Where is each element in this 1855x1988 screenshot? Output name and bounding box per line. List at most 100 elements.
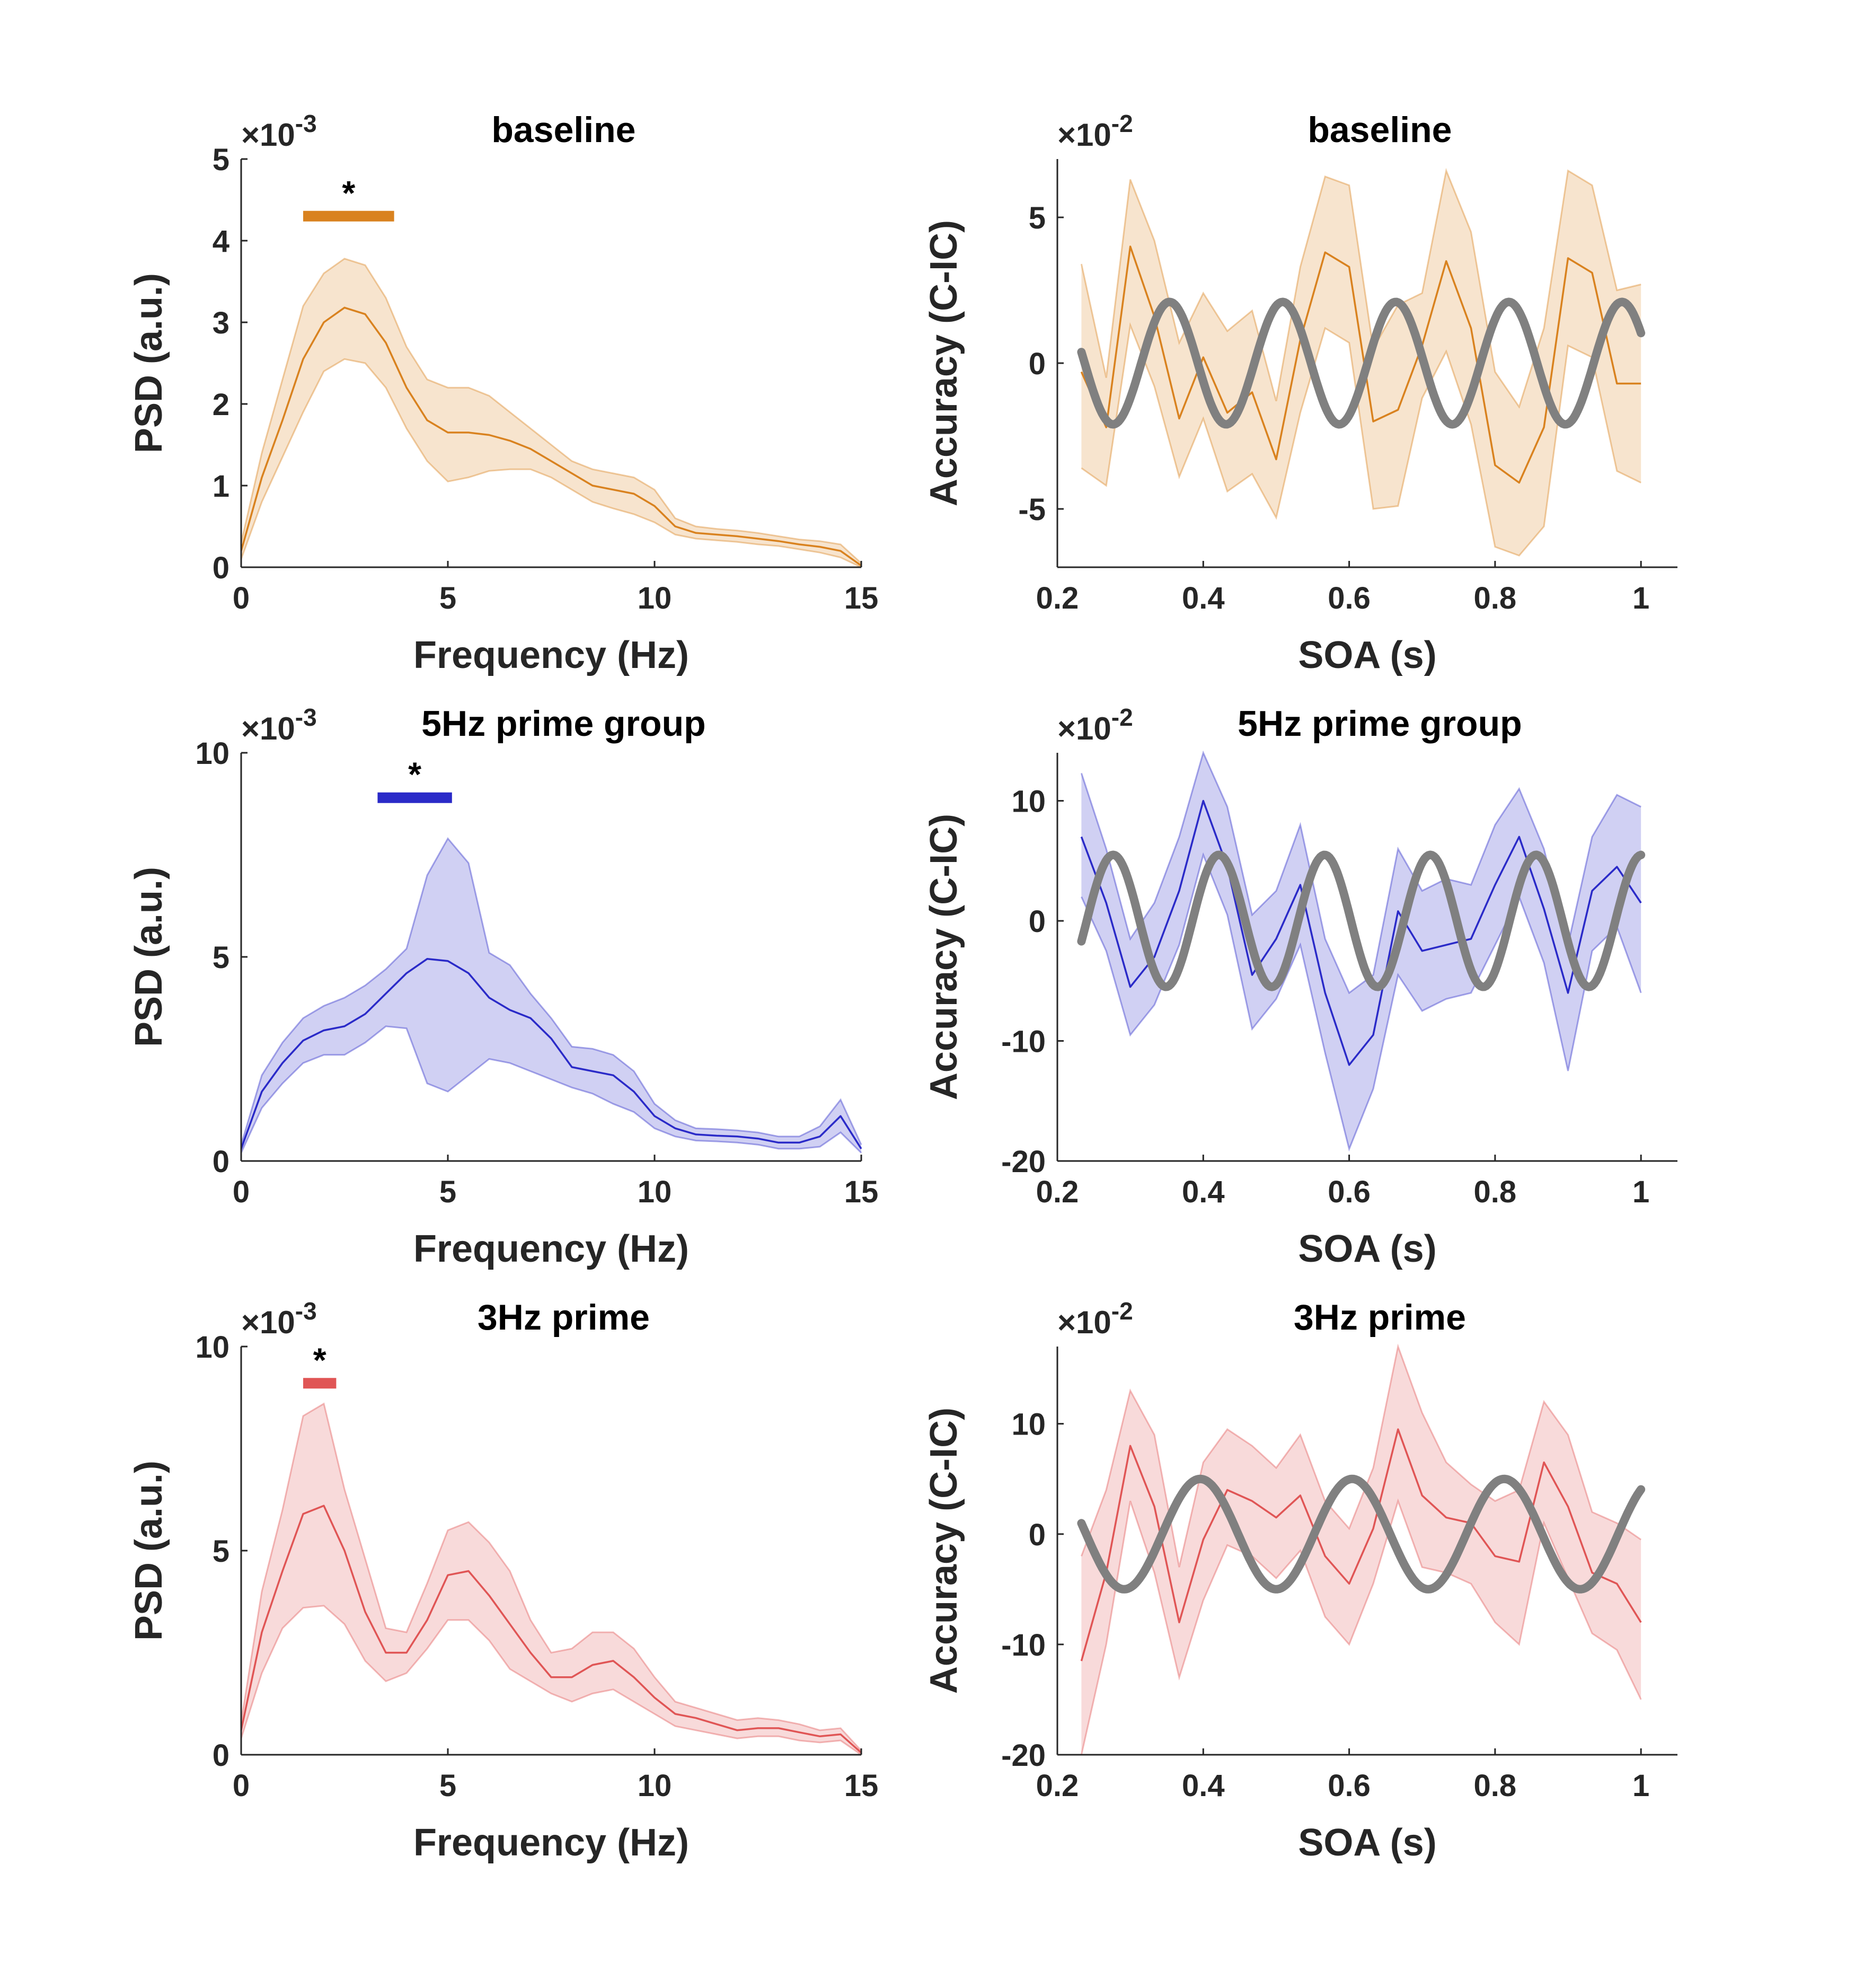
band-edge-lower — [240, 358, 862, 568]
exponent-label: ×10-3 — [241, 1297, 317, 1340]
confidence-band — [1081, 1347, 1641, 1755]
chart-title: 5Hz prime group — [1238, 703, 1522, 744]
y-axis-label: PSD (a.u.) — [128, 273, 170, 453]
chart-title: 5Hz prime group — [421, 703, 706, 744]
x-tick-label: 0.8 — [1474, 1175, 1517, 1209]
exponent-base: ×10 — [241, 711, 295, 746]
chart-title: 3Hz prime — [478, 1297, 650, 1338]
x-tick-label: 0.6 — [1328, 1769, 1371, 1803]
x-axis-label: SOA (s) — [1298, 634, 1436, 676]
significance-star: * — [408, 755, 421, 794]
x-tick-label: 0.4 — [1182, 1769, 1225, 1803]
band-edge-lower — [1081, 852, 1642, 1152]
x-tick-label: 0.4 — [1182, 1175, 1225, 1209]
mean-line — [240, 306, 862, 567]
mean-line — [1080, 799, 1642, 1066]
x-axis-label: Frequency (Hz) — [413, 634, 689, 676]
exponent-base: ×10 — [241, 117, 295, 153]
exponent-label: ×10-3 — [241, 703, 317, 746]
x-axis-label: Frequency (Hz) — [413, 1228, 689, 1270]
x-tick-label: 10 — [638, 581, 672, 615]
y-tick-label: 3 — [213, 306, 229, 340]
x-tick-label: 0 — [233, 1769, 250, 1803]
y-tick-label: 0 — [213, 551, 229, 585]
y-tick-label: 0 — [1029, 1518, 1046, 1552]
chart-5hz-accuracy: 0.2 0.4 0.6 0.8 1 -20 -10 0 10 ×10-2 5Hz prime gro… — [923, 703, 1677, 1270]
x-tick-label: 15 — [844, 1769, 879, 1803]
y-tick-label: -10 — [1001, 1628, 1046, 1662]
y-tick-label: 5 — [1029, 201, 1046, 235]
mean-line — [240, 1505, 862, 1754]
confidence-band — [241, 258, 861, 567]
y-axis-label: Accuracy (C-IC) — [923, 220, 965, 506]
exponent-label: ×10-2 — [1057, 703, 1133, 746]
y-axis-label: PSD (a.u.) — [128, 867, 170, 1047]
exponent-base: ×10 — [1057, 117, 1111, 153]
exponent-power: -3 — [295, 703, 317, 731]
y-tick-label: 0 — [213, 1145, 229, 1179]
chart-title: baseline — [491, 110, 635, 150]
y-tick-label: -5 — [1018, 492, 1046, 527]
y-tick-label: -10 — [1001, 1025, 1046, 1059]
x-tick-label: 0 — [233, 581, 250, 615]
exponent-base: ×10 — [241, 1305, 295, 1340]
x-tick-label: 0.6 — [1328, 581, 1371, 615]
band-edge-lower — [240, 1025, 862, 1154]
chart-title: baseline — [1308, 110, 1452, 150]
band-edge-upper — [1080, 1343, 1642, 1568]
y-tick-label: 5 — [213, 143, 229, 177]
x-tick-label: 1 — [1632, 581, 1649, 615]
x-tick-label: 5 — [439, 1769, 456, 1803]
band-edge-upper — [240, 258, 862, 564]
exponent-label: ×10-2 — [1057, 110, 1133, 153]
confidence-band — [241, 1403, 861, 1755]
y-tick-label: 0 — [213, 1738, 229, 1773]
y-tick-label: 2 — [213, 388, 229, 422]
y-axis-label: PSD (a.u.) — [128, 1461, 170, 1641]
band-edge-upper — [240, 837, 862, 1145]
chart-title: 3Hz prime — [1294, 1297, 1466, 1338]
y-tick-label: -20 — [1001, 1738, 1046, 1773]
exponent-label: ×10-3 — [241, 110, 317, 153]
significance-star: * — [342, 174, 355, 212]
chart-5hz-psd: * 0 5 10 15 0 5 10 ×10-3 5Hz prime group Frequency… — [128, 703, 878, 1270]
x-axis-label: SOA (s) — [1298, 1822, 1436, 1864]
exponent-power: -2 — [1111, 1297, 1133, 1325]
x-tick-label: 5 — [439, 581, 456, 615]
x-tick-label: 1 — [1632, 1175, 1649, 1209]
exponent-base: ×10 — [1057, 1305, 1111, 1340]
x-tick-label: 10 — [638, 1769, 672, 1803]
y-tick-label: 5 — [213, 1534, 229, 1569]
x-tick-label: 0.6 — [1328, 1175, 1371, 1209]
mean-line — [1080, 1428, 1642, 1661]
exponent-power: -2 — [1111, 703, 1133, 731]
band-edge-upper — [240, 1402, 862, 1752]
x-tick-label: 5 — [439, 1175, 456, 1209]
x-axis-label: Frequency (Hz) — [413, 1822, 689, 1864]
x-tick-label: 0.8 — [1474, 581, 1517, 615]
y-tick-label: 10 — [1011, 785, 1046, 819]
y-axis-label: Accuracy (C-IC) — [923, 814, 965, 1100]
y-tick-label: 0 — [1029, 904, 1046, 939]
x-tick-label: 10 — [638, 1175, 672, 1209]
y-tick-label: -20 — [1001, 1145, 1046, 1179]
sine-fit-line — [1077, 850, 1646, 991]
x-tick-label: 0.2 — [1036, 581, 1079, 615]
y-axis-label: Accuracy (C-IC) — [923, 1408, 965, 1694]
exponent-label: ×10-2 — [1057, 1297, 1133, 1340]
exponent-power: -2 — [1111, 110, 1133, 137]
exponent-power: -3 — [295, 1297, 317, 1325]
band-edge-lower — [240, 1605, 862, 1756]
x-tick-label: 0.2 — [1036, 1175, 1079, 1209]
chart-baseline-accuracy: 0.2 0.4 0.6 0.8 1 -5 0 5 ×10-2 baseline SOA (s) Acc… — [923, 110, 1677, 676]
y-tick-label: 1 — [213, 469, 229, 504]
exponent-power: -3 — [295, 110, 317, 137]
x-tick-label: 0.8 — [1474, 1769, 1517, 1803]
x-tick-label: 15 — [844, 581, 879, 615]
band-edge-upper — [1080, 168, 1641, 409]
y-tick-label: 0 — [1029, 347, 1046, 381]
y-tick-label: 5 — [213, 940, 229, 975]
x-tick-label: 0.4 — [1182, 581, 1225, 615]
sine-fit-line — [1077, 1474, 1646, 1594]
